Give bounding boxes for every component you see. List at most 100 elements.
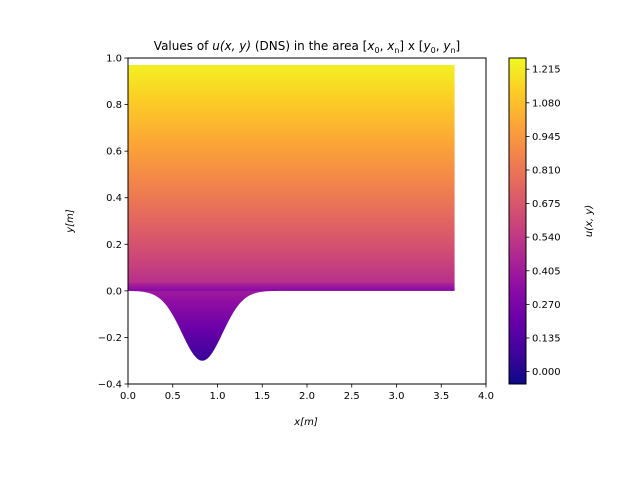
heatmap-band	[128, 230, 455, 234]
colorbar-tick-label: 0.945	[532, 132, 561, 143]
plot-area: 0.0 0.5 1.0 1.5 2.0 2.5 3.0 3.5 4.0 −0.4−0.20.00…	[98, 54, 494, 403]
colorbar-gradient	[508, 57, 527, 385]
x-axis-ticks: 0.0 0.5 1.0 1.5 2.0 2.5 3.0 3.5 4.0	[120, 384, 494, 402]
colorbar-tick-label: 0.675	[532, 199, 561, 210]
heatmap-band	[128, 268, 455, 271]
chart-title: Values of u(x, y) (DNS) in the area [x0,…	[154, 39, 460, 55]
heatmap-band	[128, 74, 455, 78]
y-tick-label: −0.2	[98, 333, 122, 344]
heatmap-band	[128, 150, 455, 154]
heatmap-band	[128, 210, 455, 214]
x-tick-label: 1.5	[254, 391, 270, 402]
heatmap-band	[128, 84, 455, 88]
heatmap-band	[128, 86, 455, 90]
heatmap-band	[128, 190, 455, 194]
heatmap-band	[128, 234, 455, 238]
heatmap-band	[128, 254, 455, 257]
heatmap-band	[128, 284, 455, 287]
colorbar-ticks: 0.000 0.135 0.270 0.405 0.540 0.675 0.810 0.945…	[526, 65, 561, 378]
heatmap-band	[128, 154, 455, 158]
heatmap-band	[128, 262, 455, 265]
heatmap-band	[128, 226, 455, 230]
heatmap-band	[128, 332, 455, 335]
heatmap-band	[128, 336, 455, 339]
x-tick-label: 2.0	[299, 391, 315, 402]
heatmap-band	[128, 200, 455, 204]
heatmap-band	[128, 72, 455, 76]
heatmap-band	[128, 66, 455, 70]
heatmap-band	[128, 338, 455, 341]
colorbar-tick-label: 0.135	[532, 333, 561, 344]
heatmap-band	[128, 182, 455, 186]
heatmap-band	[128, 374, 455, 377]
heatmap-band	[128, 216, 455, 220]
heatmap-band	[128, 94, 455, 98]
heatmap-band	[128, 180, 455, 184]
heatmap-band	[128, 118, 455, 122]
heatmap-band	[128, 240, 455, 244]
colorbar-tick-label: 0.540	[532, 233, 561, 244]
heatmap-band	[128, 274, 455, 277]
heatmap-band	[128, 126, 455, 130]
heatmap-band	[128, 282, 455, 285]
heatmap-band	[128, 256, 455, 259]
y-axis-label: y[m]	[65, 209, 76, 234]
heatmap-band	[128, 64, 455, 68]
heatmap-band	[128, 224, 455, 228]
heatmap-band	[128, 328, 455, 331]
heatmap-band	[128, 192, 455, 196]
heatmap-band	[128, 350, 455, 353]
heatmap-band	[128, 280, 455, 283]
heatmap-band	[128, 170, 455, 174]
heatmap-band	[128, 140, 455, 144]
heatmap-band	[128, 270, 455, 273]
heatmap-band	[128, 158, 455, 162]
x-tick-label: 3.0	[389, 391, 405, 402]
colorbar-tick-label: 0.405	[532, 266, 561, 277]
heatmap-band	[128, 196, 455, 200]
heatmap-band	[128, 326, 455, 329]
y-tick-label: 0.2	[106, 240, 122, 251]
heatmap-band	[128, 248, 455, 252]
heatmap-band	[128, 330, 455, 333]
heatmap-band	[128, 222, 455, 226]
y-tick-label: 0.0	[106, 286, 122, 297]
heatmap-band	[128, 100, 455, 104]
heatmap-band	[128, 276, 455, 279]
y-tick-label: 0.8	[106, 100, 122, 111]
heatmap-band	[128, 324, 455, 327]
heatmap-band	[128, 98, 455, 102]
heatmap-band	[128, 142, 455, 146]
heatmap-band	[128, 236, 455, 240]
heatmap-band	[128, 380, 455, 383]
x-tick-label: 0.5	[165, 391, 181, 402]
heatmap-band	[128, 160, 455, 164]
heatmap-band	[128, 136, 455, 140]
colorbar: 0.000 0.135 0.270 0.405 0.540 0.675 0.810 0.945…	[508, 57, 595, 385]
heatmap-band	[128, 264, 455, 267]
heatmap-band	[128, 340, 455, 343]
heatmap-band	[128, 68, 455, 72]
heatmap-band	[128, 344, 455, 347]
heatmap-band	[128, 362, 455, 365]
heatmap-band	[128, 272, 455, 275]
heatmap-band	[128, 346, 455, 349]
colorbar-tick-label: 0.000	[532, 367, 561, 378]
heatmap-band	[128, 204, 455, 208]
heatmap-band	[128, 238, 455, 242]
colorbar-tick-label: 0.810	[532, 165, 561, 176]
heatmap-band	[128, 122, 455, 126]
heatmap-band	[128, 184, 455, 188]
heatmap-band	[128, 76, 455, 80]
heatmap-band	[128, 212, 455, 216]
heatmap-band	[128, 156, 455, 160]
colorbar-tick-label: 1.215	[532, 65, 561, 76]
colorbar-tick-label: 0.270	[532, 300, 561, 311]
heatmap-band	[128, 364, 455, 367]
y-tick-label: 0.4	[106, 193, 122, 204]
heatmap-band	[128, 242, 455, 246]
heatmap-band	[128, 102, 455, 106]
heatmap-band	[128, 110, 455, 114]
heatmap-band	[128, 164, 455, 168]
